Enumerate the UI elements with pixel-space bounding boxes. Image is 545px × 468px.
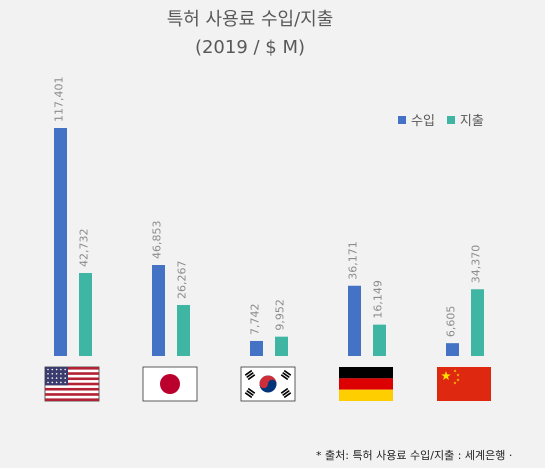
data-label-export-2: 9,952 bbox=[274, 299, 287, 331]
legend: 수입 지출 bbox=[398, 110, 496, 129]
bar-import-1 bbox=[152, 265, 165, 356]
bar-import-0 bbox=[54, 128, 67, 356]
flag-de-icon bbox=[339, 367, 393, 401]
legend-label-export: 지출 bbox=[459, 114, 484, 129]
bar-export-1 bbox=[177, 304, 190, 356]
data-label-export-3: 16,149 bbox=[372, 280, 385, 319]
data-label-import-0: 117,401 bbox=[53, 77, 66, 123]
legend-item-import: 수입 bbox=[398, 110, 435, 129]
legend-swatch-export bbox=[446, 115, 455, 124]
flag-us-icon bbox=[44, 366, 100, 402]
data-label-import-4: 6,605 bbox=[445, 306, 458, 338]
legend-label-import: 수입 bbox=[411, 114, 435, 129]
bar-import-4 bbox=[446, 343, 459, 356]
bar-export-2 bbox=[275, 336, 288, 356]
bar-import-3 bbox=[348, 285, 361, 356]
chart-title: 특허 사용료 수입/지출 bbox=[166, 9, 334, 30]
bar-export-4 bbox=[471, 289, 484, 356]
data-label-export-0: 42,732 bbox=[78, 229, 91, 268]
flag-cn-icon bbox=[437, 367, 491, 401]
legend-item-export: 지출 bbox=[446, 110, 484, 129]
bar-export-0 bbox=[79, 273, 92, 356]
bar-import-2 bbox=[250, 340, 263, 356]
data-label-import-3: 36,171 bbox=[347, 241, 360, 280]
data-label-import-2: 7,742 bbox=[249, 303, 262, 335]
data-label-import-1: 46,853 bbox=[151, 221, 164, 260]
data-label-export-1: 26,267 bbox=[176, 260, 189, 299]
data-label-export-4: 34,370 bbox=[470, 245, 483, 284]
flag-jp-icon bbox=[142, 366, 198, 402]
legend-swatch-import bbox=[398, 115, 406, 124]
flag-kr-icon bbox=[240, 366, 296, 402]
bar-export-3 bbox=[373, 324, 386, 356]
source-note: * 출처: 특허 사용료 수입/지출 : 세계은행 · bbox=[316, 449, 513, 462]
chart-subtitle: (2019 / $ M) bbox=[194, 37, 306, 58]
